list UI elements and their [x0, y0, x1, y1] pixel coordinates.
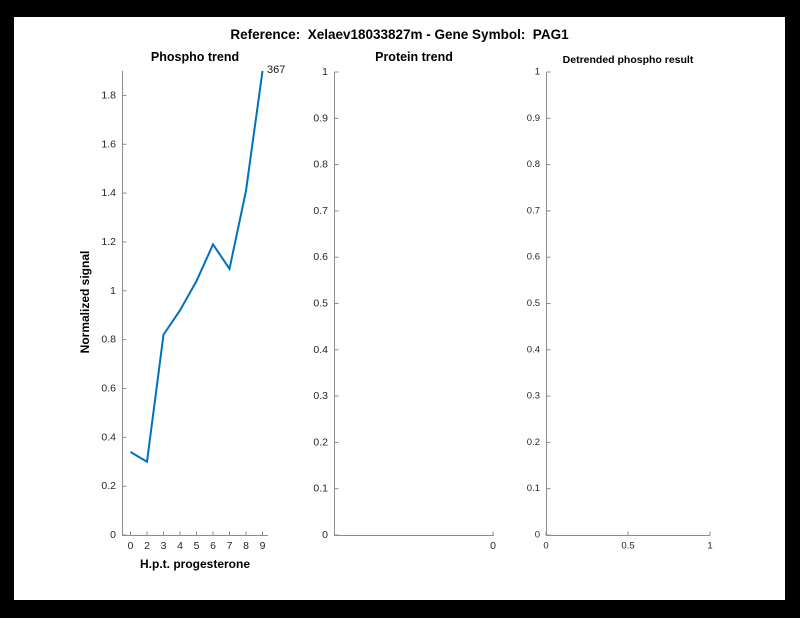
svg-text:0.4: 0.4 — [101, 431, 116, 443]
svg-text:0.5: 0.5 — [621, 540, 634, 551]
svg-text:5: 5 — [194, 540, 200, 552]
svg-text:4: 4 — [177, 540, 183, 552]
svg-text:0.1: 0.1 — [527, 483, 540, 494]
protein-trend-title: Protein trend — [375, 50, 453, 64]
svg-text:0.6: 0.6 — [527, 252, 540, 263]
endpoint-annotation: 367 — [267, 64, 286, 76]
svg-text:1: 1 — [535, 67, 540, 78]
svg-text:0.8: 0.8 — [101, 334, 116, 346]
svg-text:0.5: 0.5 — [313, 298, 328, 310]
svg-text:0.8: 0.8 — [313, 159, 328, 171]
svg-text:6: 6 — [210, 540, 216, 552]
svg-text:8: 8 — [243, 540, 249, 552]
svg-text:0.9: 0.9 — [313, 112, 328, 124]
svg-text:0: 0 — [543, 540, 548, 551]
svg-text:0.7: 0.7 — [527, 205, 540, 216]
svg-text:0.8: 0.8 — [527, 159, 540, 170]
svg-text:1.2: 1.2 — [101, 236, 116, 248]
svg-text:1: 1 — [322, 66, 328, 78]
svg-text:1.8: 1.8 — [101, 89, 116, 101]
svg-text:1.4: 1.4 — [101, 187, 116, 199]
svg-text:0.3: 0.3 — [527, 391, 540, 402]
svg-text:3: 3 — [161, 540, 167, 552]
svg-text:0: 0 — [110, 529, 116, 541]
svg-text:0.2: 0.2 — [527, 437, 540, 448]
svg-text:0.2: 0.2 — [101, 480, 116, 492]
svg-text:0.3: 0.3 — [313, 390, 328, 402]
svg-text:0.9: 0.9 — [527, 113, 540, 124]
svg-text:0.6: 0.6 — [101, 382, 116, 394]
plots-canvas: 00.20.40.60.811.21.41.61.80 2 3 4 5 6 7 8 900.10… — [101, 66, 712, 552]
svg-text:0.4: 0.4 — [527, 344, 540, 355]
svg-text:0: 0 — [535, 530, 540, 541]
svg-text:7: 7 — [227, 540, 233, 552]
svg-text:0.6: 0.6 — [313, 251, 328, 263]
svg-text:0: 0 — [322, 529, 328, 541]
svg-text:2: 2 — [144, 540, 150, 552]
svg-text:9: 9 — [260, 540, 266, 552]
x-axis-label: H.p.t. progesterone — [139, 557, 251, 571]
svg-text:0.1: 0.1 — [313, 483, 328, 495]
figure-title: Reference: Xelaev18033827m - Gene Symbol… — [230, 27, 569, 42]
svg-text:0: 0 — [490, 540, 496, 552]
svg-text:1.6: 1.6 — [101, 138, 116, 150]
svg-text:0.7: 0.7 — [313, 205, 328, 217]
svg-text:0.5: 0.5 — [527, 298, 540, 309]
svg-text:0.4: 0.4 — [313, 344, 328, 356]
svg-text:0: 0 — [128, 540, 134, 552]
svg-text:1: 1 — [110, 285, 116, 297]
detrended-phospho-title: Detrended phospho result — [562, 54, 694, 66]
svg-text:0.2: 0.2 — [313, 436, 328, 448]
phospho-trend-title: Phospho trend — [150, 50, 240, 64]
figure-canvas: Reference: Xelaev18033827m - Gene Symbol… — [14, 17, 785, 600]
svg-text:1: 1 — [707, 540, 712, 551]
